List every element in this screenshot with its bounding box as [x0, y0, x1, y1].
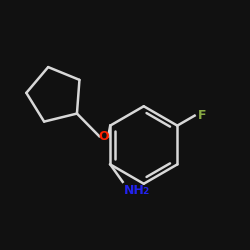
Text: NH: NH: [124, 184, 145, 198]
Text: 2: 2: [143, 188, 149, 196]
Text: F: F: [198, 109, 206, 122]
Text: O: O: [98, 130, 109, 143]
